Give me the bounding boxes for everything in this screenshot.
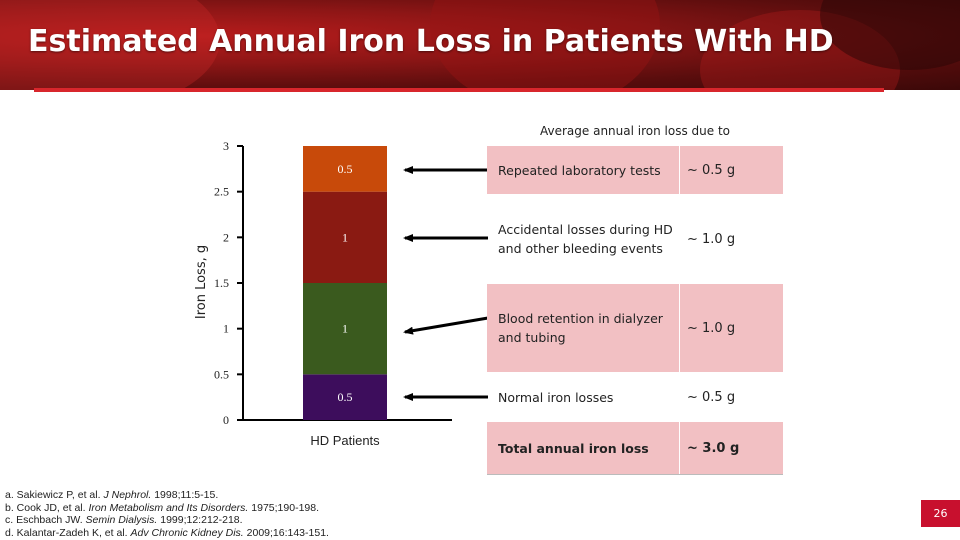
pointer-arrow: [403, 316, 489, 335]
y-tick-label: 0.5: [214, 367, 229, 381]
table-total-value: ~ 3.0 g: [687, 441, 740, 456]
table-total-description: Total annual iron loss: [498, 441, 649, 456]
bar-segment: [303, 283, 387, 375]
table-row-value: ~ 1.0 g: [687, 320, 736, 336]
reference-authors: c. Eschbach JW.: [5, 514, 86, 526]
table-total-row: Total annual iron loss ~ 3.0 g: [487, 422, 783, 475]
pointer-arrows: [403, 166, 489, 401]
reference-authors: d. Kalantar-Zadeh K, et al.: [5, 526, 131, 539]
page-number-badge: 26: [921, 500, 960, 527]
x-category-label: HD Patients: [310, 433, 380, 448]
title-banner: Estimated Annual Iron Loss in Patients W…: [0, 0, 960, 90]
page-title: Estimated Annual Iron Loss in Patients W…: [28, 24, 834, 59]
y-tick-label: 2: [223, 230, 229, 244]
y-tick-label: 1.5: [214, 276, 229, 290]
table-header: Average annual iron loss due to: [540, 124, 730, 138]
reference-journal: Semin Dialysis.: [85, 514, 158, 526]
bar-segment: [303, 191, 387, 283]
table-row: Repeated laboratory tests ~ 0.5 g: [487, 146, 783, 194]
table-row: Normal iron losses ~ 0.5 g: [487, 372, 783, 422]
reference-journal: J Nephrol.: [103, 489, 152, 501]
references: a. Sakiewicz P, et al. J Nephrol. 1998;1…: [5, 489, 329, 539]
bar-segment: [303, 146, 387, 192]
reference-details: 1998;11:5-15.: [151, 489, 219, 501]
table-row-value: ~ 0.5 g: [687, 162, 736, 178]
reference-item: d. Kalantar-Zadeh K, et al. Adv Chronic …: [5, 527, 329, 540]
reference-item: c. Eschbach JW. Semin Dialysis. 1999;12:…: [5, 514, 329, 527]
reference-item: b. Cook JD, et al. Iron Metabolism and I…: [5, 502, 329, 515]
table-row-value: ~ 0.5 g: [687, 389, 736, 405]
table-row-description: Blood retention in dialyzer and tubing: [498, 311, 663, 345]
bar-segment-label: 0.5: [338, 390, 353, 404]
table-row-value: ~ 1.0 g: [687, 231, 736, 247]
reference-authors: b. Cook JD, et al.: [5, 501, 89, 514]
reference-journal: Adv Chronic Kidney Dis.: [130, 526, 244, 539]
banner-blob: [430, 0, 660, 90]
reference-authors: a. Sakiewicz P, et al.: [5, 489, 104, 501]
bar-stack: 0.5 1 1 0.5: [303, 146, 387, 420]
banner-blob: [0, 0, 220, 90]
bar-segment-label: 0.5: [338, 162, 353, 176]
y-tick-label: 0: [223, 413, 229, 427]
reference-details: 1999;12:212-218.: [157, 514, 243, 526]
reference-details: 2009;16:143-151.: [243, 526, 329, 539]
bar-segment-label: 1: [342, 230, 348, 244]
table-row: Accidental losses during HD and other bl…: [487, 194, 783, 284]
title-underline: [34, 88, 884, 92]
reference-journal: Iron Metabolism and Its Disorders.: [88, 501, 249, 514]
y-tick-label: 2.5: [214, 185, 229, 199]
bar-segment: [303, 374, 387, 420]
y-tick-label: 3: [223, 139, 229, 153]
table-row-description: Accidental losses during HD and other bl…: [498, 222, 673, 256]
y-tick-label: 1: [223, 322, 229, 336]
table-row-description: Normal iron losses: [498, 389, 614, 405]
reference-item: a. Sakiewicz P, et al. J Nephrol. 1998;1…: [5, 489, 329, 502]
table-column-divider: [679, 146, 680, 475]
table-row-description: Repeated laboratory tests: [498, 162, 661, 178]
bar-segment-label: 1: [342, 322, 348, 336]
reference-details: 1975;190-198.: [248, 501, 320, 514]
y-axis: 0 0.5 1 1.5 2 2.5 3: [214, 139, 452, 427]
table-row: Blood retention in dialyzer and tubing ~…: [487, 284, 783, 372]
table-bottom-border: [487, 474, 783, 475]
y-axis-label: Iron Loss, g: [194, 245, 209, 319]
